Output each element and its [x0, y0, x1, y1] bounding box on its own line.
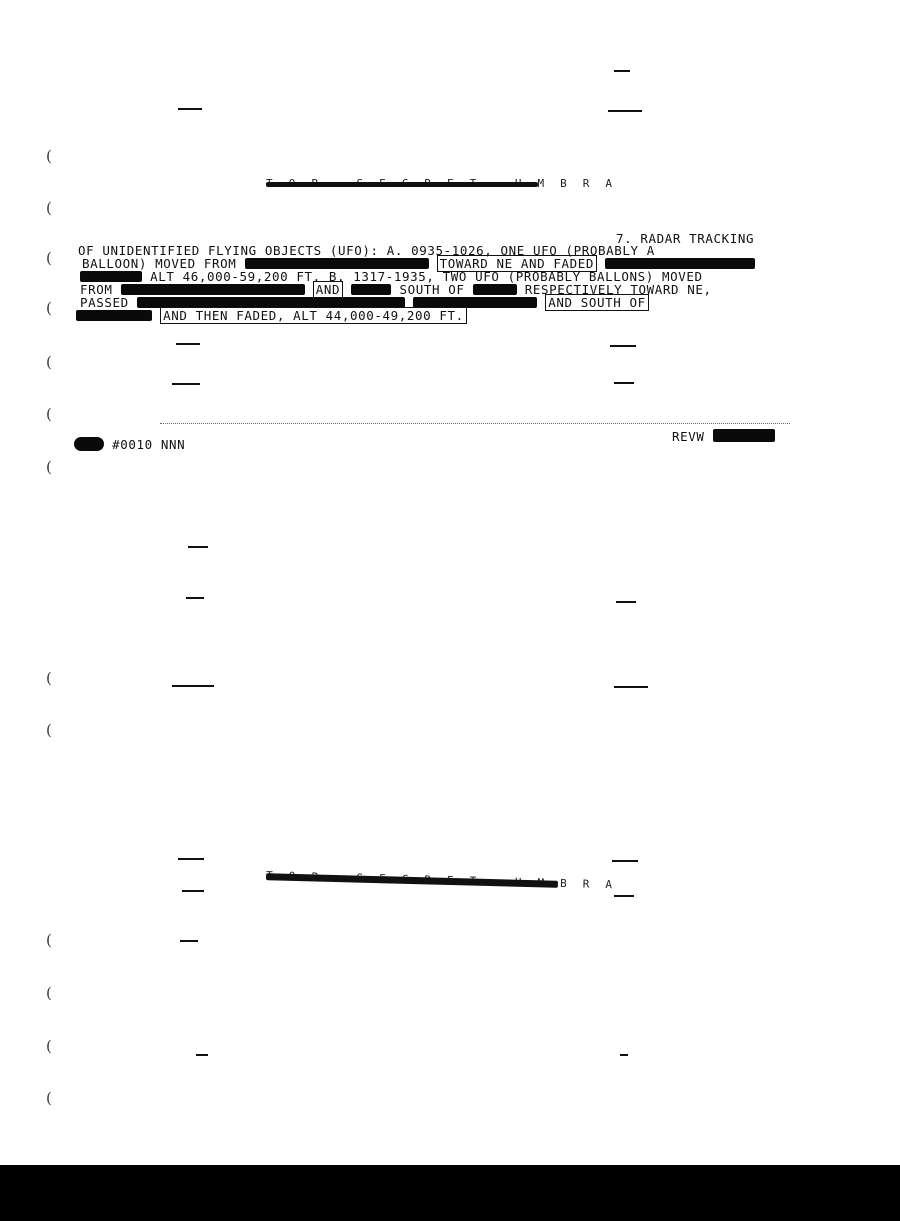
redaction [120, 284, 305, 295]
feed-tick [610, 345, 636, 347]
document-page: ( ( ( ( ( ( ( ( ( ( ( ( ( TOP SECRET UMB… [46, 70, 790, 1107]
punch-mark: ( [46, 1089, 52, 1107]
feed-tick [612, 860, 638, 862]
feed-tick [188, 546, 208, 548]
feed-tick [182, 890, 204, 892]
feed-tick [614, 70, 630, 72]
feed-tick [608, 110, 642, 112]
strikethrough [266, 182, 538, 187]
redaction [244, 258, 429, 269]
redaction [136, 297, 405, 308]
feed-tick [616, 601, 636, 603]
feed-tick [614, 686, 648, 688]
punch-mark: ( [46, 147, 52, 165]
redaction [80, 271, 142, 282]
report-line-4: FROM AND SOUTH OF RESPECTIVELY TOWARD NE… [80, 281, 712, 298]
feed-tick [172, 383, 200, 385]
item-heading: 7. RADAR TRACKING [616, 231, 755, 246]
feed-tick [180, 940, 198, 942]
feed-tick [196, 1054, 208, 1056]
review-line: REVW [672, 429, 775, 444]
punch-mark: ( [46, 984, 52, 1002]
redaction [413, 297, 538, 308]
serial-line: #0010 NNN [74, 437, 185, 452]
feed-tick [614, 895, 634, 897]
scan-bottom-border [0, 1165, 900, 1221]
feed-tick [176, 343, 200, 345]
punch-mark: ( [46, 931, 52, 949]
report-line-1: OF UNIDENTIFIED FLYING OBJECTS (UFO): A.… [78, 243, 655, 258]
classification-banner-bottom: TOP SECRET UMBRA [266, 869, 628, 891]
punch-mark: ( [46, 458, 52, 476]
punch-mark: ( [46, 405, 52, 423]
report-line-5: PASSED AND SOUTH OF [80, 294, 649, 311]
redaction [712, 429, 775, 442]
report-line-3: ALT 46,000-59,200 FT. B. 1317-1935, TWO … [80, 270, 703, 283]
redaction [74, 437, 104, 451]
report-line-6: AND THEN FADED, ALT 44,000-49,200 FT. [76, 307, 467, 324]
classification-banner-top: TOP SECRET UMBRA [266, 178, 612, 190]
feed-tick [178, 858, 204, 860]
punch-mark: ( [46, 1037, 52, 1055]
punch-mark: ( [46, 721, 52, 739]
feed-tick [620, 1054, 628, 1056]
punch-mark: ( [46, 249, 52, 267]
redaction [351, 284, 392, 295]
punch-mark: ( [46, 353, 52, 371]
feed-tick [614, 382, 634, 384]
feed-tick [172, 685, 214, 687]
feed-tick [186, 597, 204, 599]
separator-dotted [160, 423, 790, 425]
redaction [605, 258, 756, 269]
punch-mark: ( [46, 299, 52, 317]
redaction [76, 310, 152, 321]
punch-mark: ( [46, 669, 52, 687]
report-line-2: BALLOON) MOVED FROM TOWARD NE AND FADED [82, 255, 756, 272]
redaction [472, 284, 517, 295]
punch-mark: ( [46, 199, 52, 217]
feed-tick [178, 108, 202, 110]
